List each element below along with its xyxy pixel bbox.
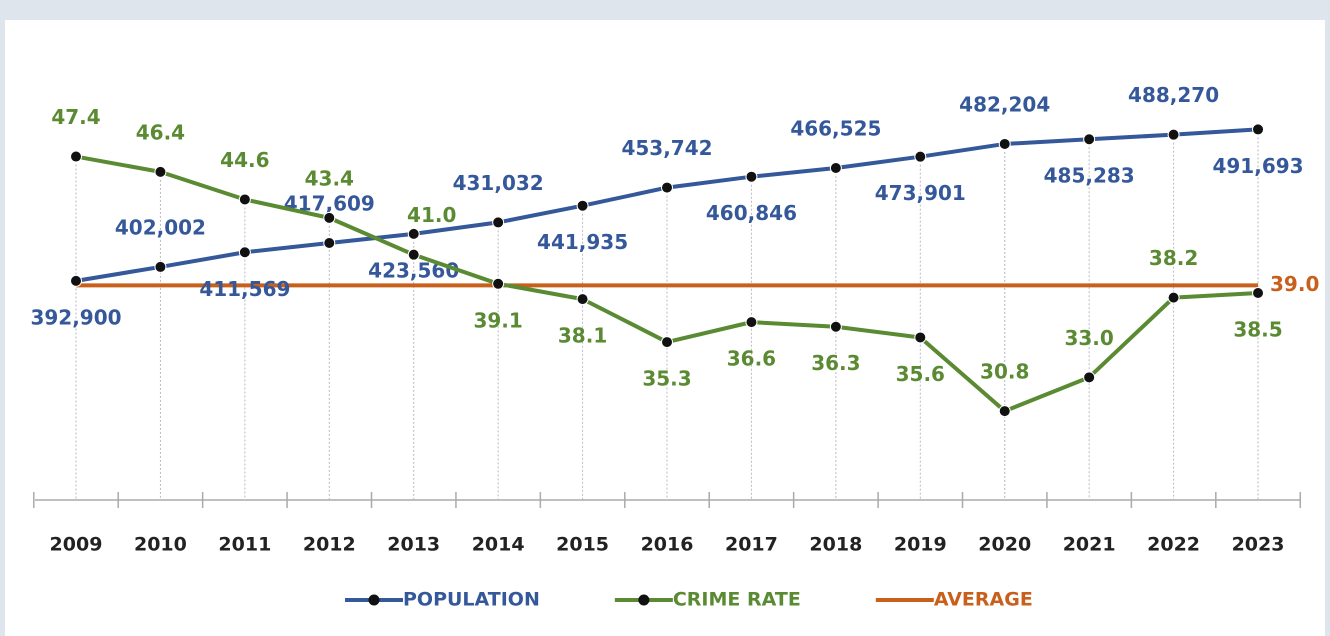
point bbox=[745, 316, 758, 329]
data-label: 392,900 bbox=[30, 305, 121, 329]
point bbox=[998, 405, 1011, 418]
point bbox=[323, 236, 336, 249]
data-label: 36.3 bbox=[811, 351, 860, 375]
data-label: 46.4 bbox=[136, 120, 185, 144]
x-tick-label: 2011 bbox=[218, 534, 271, 556]
point bbox=[914, 331, 927, 344]
data-label: 43.4 bbox=[305, 166, 354, 190]
data-label: 47.4 bbox=[51, 105, 100, 129]
data-label: 431,032 bbox=[453, 171, 544, 195]
data-label: 38.1 bbox=[558, 324, 607, 348]
legend-dot bbox=[368, 594, 380, 606]
data-label: 491,693 bbox=[1212, 154, 1303, 178]
average-label: 39.0 bbox=[1270, 272, 1319, 296]
data-label: 423,560 bbox=[368, 258, 459, 282]
data-label: 33.0 bbox=[1064, 326, 1113, 350]
data-label: 485,283 bbox=[1044, 164, 1135, 188]
point bbox=[829, 320, 842, 333]
data-label: 460,846 bbox=[706, 201, 797, 225]
data-label: 38.5 bbox=[1233, 318, 1282, 342]
data-label: 482,204 bbox=[959, 92, 1050, 116]
data-label: 453,742 bbox=[621, 136, 712, 160]
point bbox=[70, 274, 82, 287]
point bbox=[238, 246, 251, 259]
point bbox=[492, 216, 505, 229]
data-label: 35.6 bbox=[896, 362, 945, 386]
legend-label: AVERAGE bbox=[934, 589, 1033, 611]
point bbox=[661, 181, 674, 194]
x-tick-label: 2013 bbox=[387, 534, 440, 556]
x-tick-label: 2014 bbox=[472, 534, 525, 556]
point bbox=[492, 277, 505, 290]
point bbox=[407, 227, 420, 240]
point bbox=[829, 161, 842, 174]
x-tick-label: 2016 bbox=[641, 534, 694, 556]
x-tick-label: 2019 bbox=[894, 534, 947, 556]
x-tick-label: 2009 bbox=[50, 534, 103, 556]
point bbox=[1167, 128, 1180, 141]
point bbox=[70, 150, 82, 163]
x-tick-label: 2020 bbox=[978, 534, 1031, 556]
point bbox=[238, 193, 251, 206]
point bbox=[154, 165, 167, 178]
point bbox=[576, 293, 589, 306]
x-tick-label: 2022 bbox=[1147, 534, 1200, 556]
data-label: 488,270 bbox=[1128, 83, 1219, 107]
x-tick-label: 2012 bbox=[303, 534, 356, 556]
data-label: 36.6 bbox=[727, 347, 776, 371]
x-tick-label: 2021 bbox=[1063, 534, 1116, 556]
x-tick-label: 2015 bbox=[556, 534, 609, 556]
panel bbox=[5, 20, 1325, 636]
data-label: 41.0 bbox=[407, 203, 456, 227]
point bbox=[576, 199, 589, 212]
point bbox=[661, 336, 674, 349]
point bbox=[323, 211, 336, 224]
data-label: 35.3 bbox=[642, 367, 691, 391]
data-label: 44.6 bbox=[220, 148, 269, 172]
point bbox=[745, 170, 758, 183]
x-tick-label: 2010 bbox=[134, 534, 187, 556]
legend-label: POPULATION bbox=[403, 589, 540, 611]
point bbox=[1167, 291, 1180, 304]
x-tick-label: 2018 bbox=[809, 534, 862, 556]
data-label: 466,525 bbox=[790, 116, 881, 140]
x-tick-label: 2017 bbox=[725, 534, 778, 556]
point bbox=[1252, 123, 1265, 136]
point bbox=[407, 248, 420, 261]
legend-label: CRIME RATE bbox=[673, 589, 801, 611]
point bbox=[1252, 287, 1265, 299]
data-label: 402,002 bbox=[115, 215, 206, 239]
point bbox=[1083, 371, 1096, 384]
x-tick-label: 2023 bbox=[1232, 534, 1285, 556]
data-label: 441,935 bbox=[537, 230, 628, 254]
point bbox=[998, 137, 1011, 150]
data-label: 473,901 bbox=[875, 181, 966, 205]
point bbox=[154, 260, 167, 273]
data-label: 411,569 bbox=[199, 277, 290, 301]
legend-dot bbox=[638, 594, 650, 606]
data-label: 39.1 bbox=[473, 308, 522, 332]
point bbox=[914, 150, 927, 163]
data-label: 38.2 bbox=[1149, 246, 1198, 270]
data-label: 30.8 bbox=[980, 360, 1029, 384]
point bbox=[1083, 133, 1096, 146]
